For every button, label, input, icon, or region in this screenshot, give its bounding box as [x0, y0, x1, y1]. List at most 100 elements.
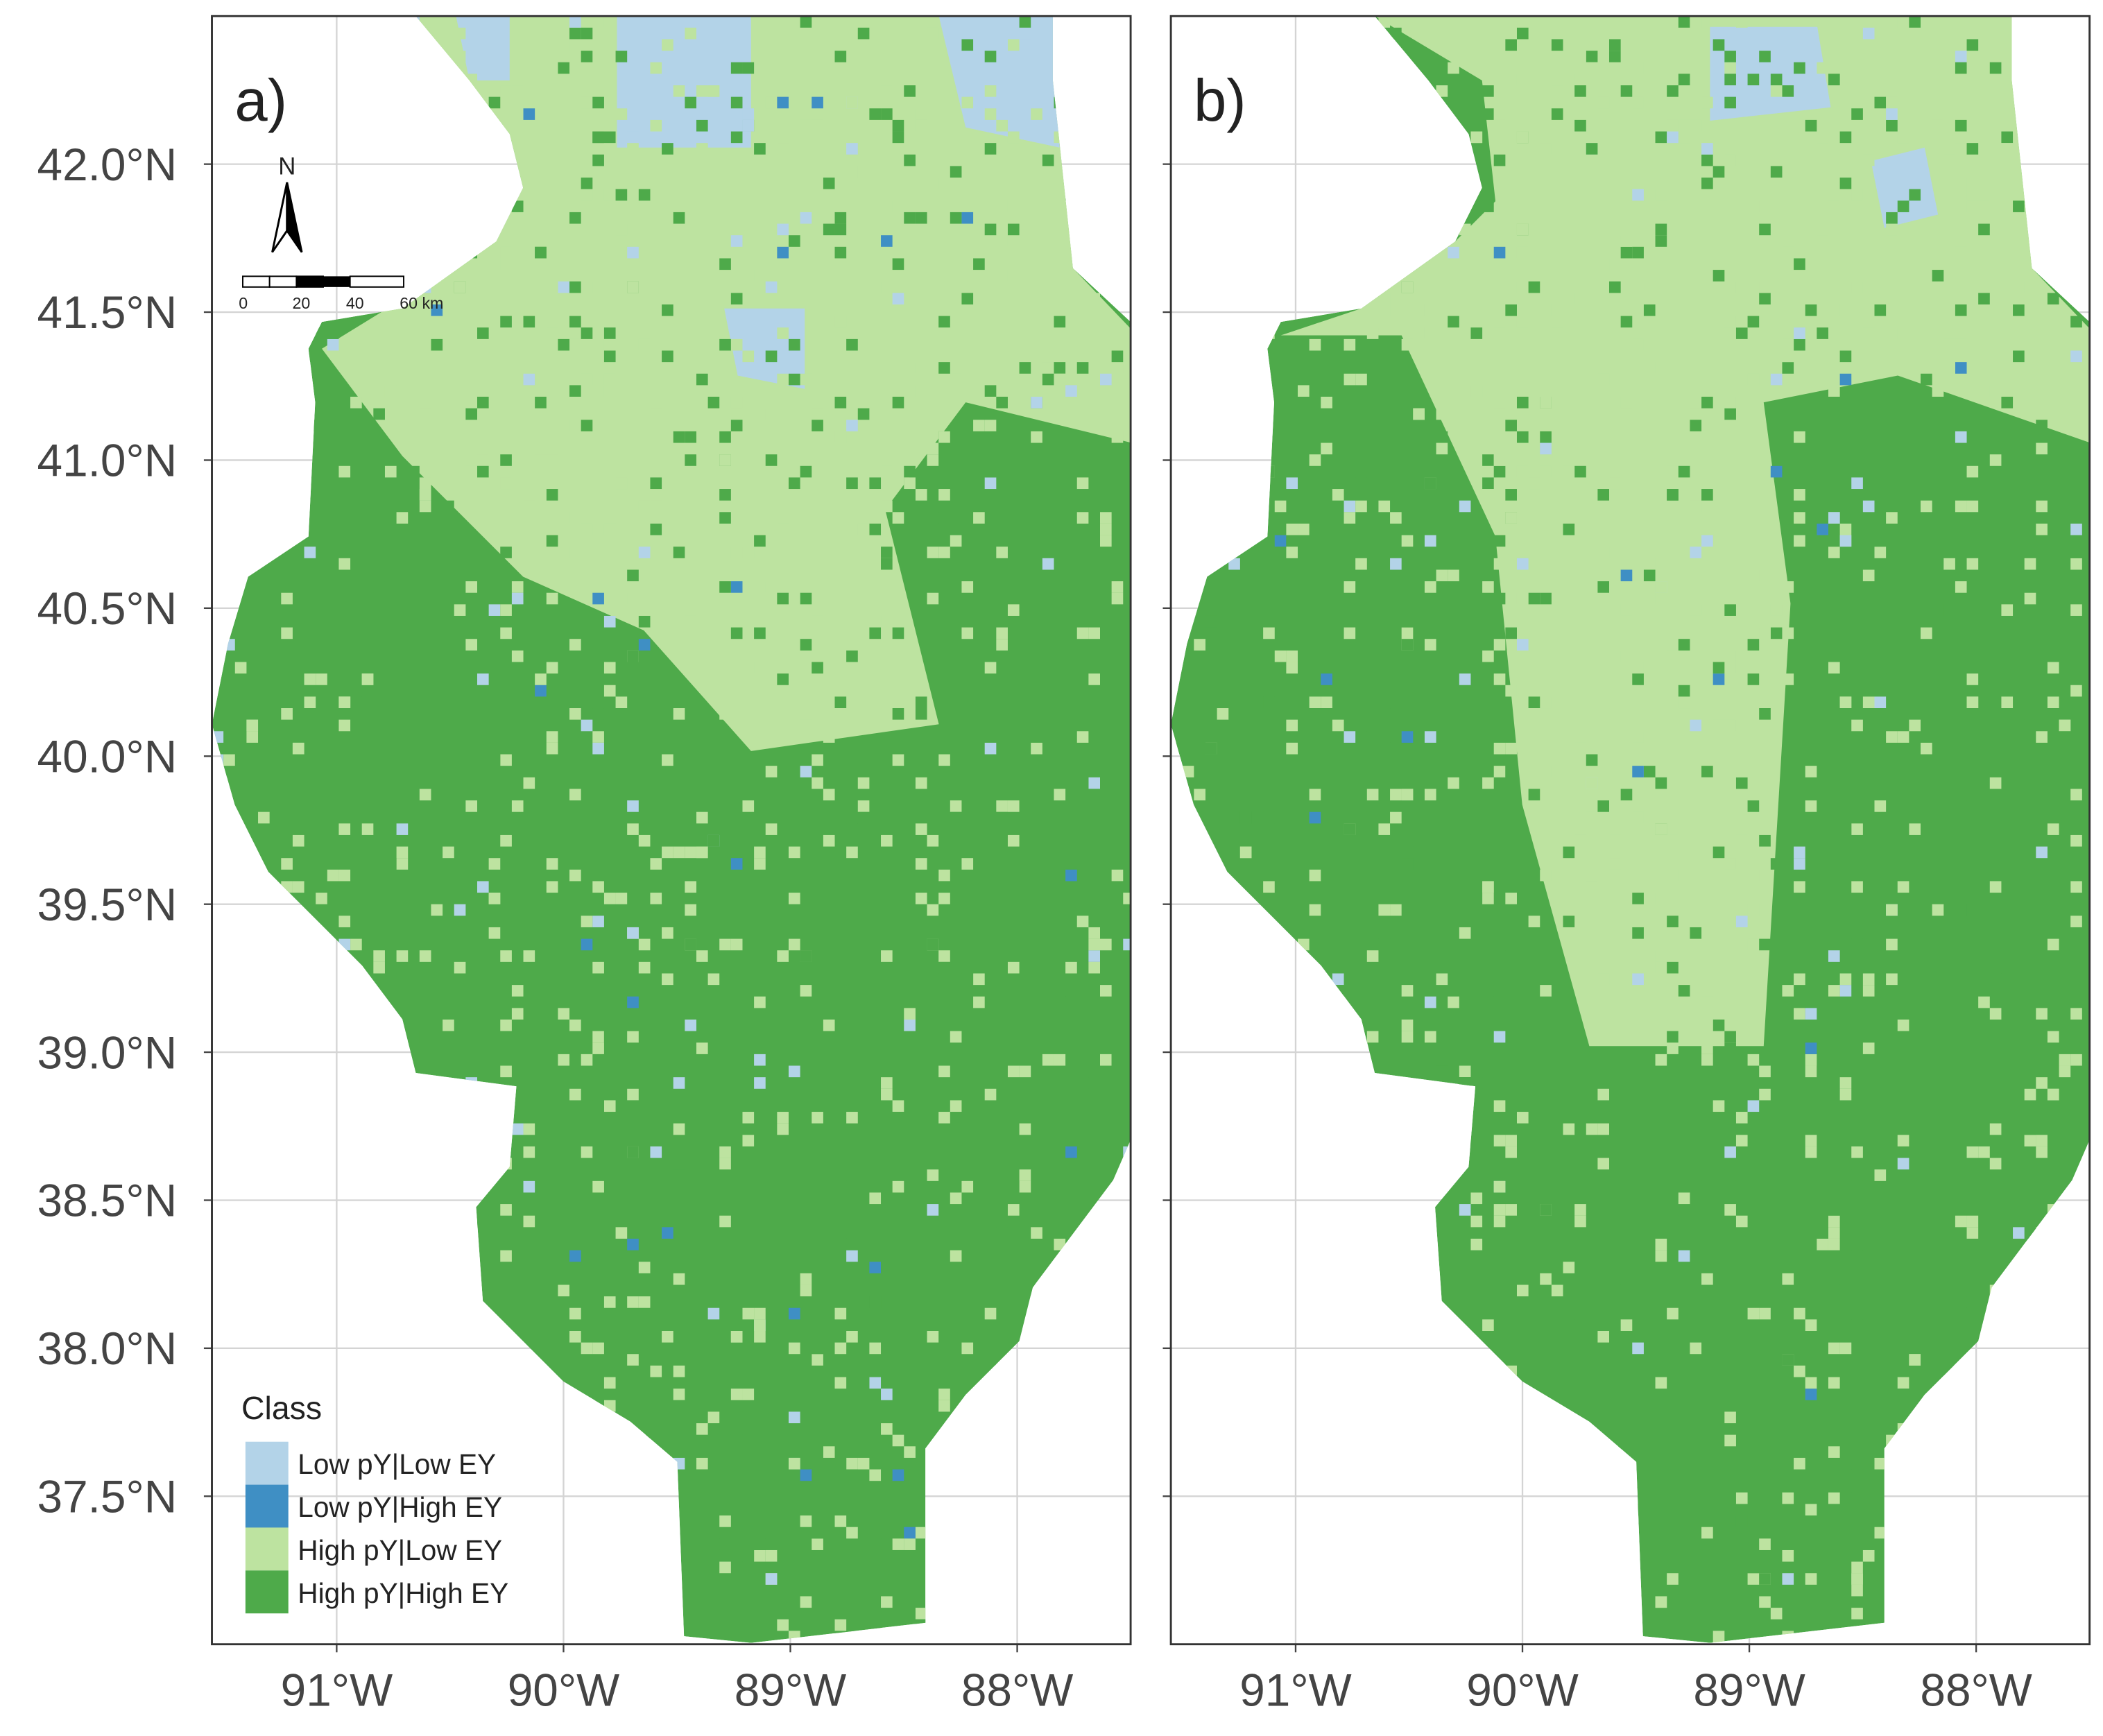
map-cell	[1713, 1307, 1725, 1320]
map-cell	[535, 673, 547, 685]
map-cell	[304, 858, 316, 870]
map-cell	[558, 338, 570, 351]
map-cell	[1516, 131, 1529, 144]
map-cell	[2047, 858, 2059, 870]
map-cell	[1794, 1608, 1805, 1619]
map-cell	[581, 281, 593, 293]
map-cell	[869, 1469, 882, 1481]
map-cell	[1274, 650, 1287, 662]
map-cell	[443, 500, 454, 513]
map-cell	[869, 627, 882, 639]
map-cell	[1286, 535, 1298, 547]
y-tick-label: 37.5°N	[37, 1471, 178, 1522]
map-cell	[1609, 178, 1621, 189]
map-cell	[511, 985, 524, 997]
map-cell	[1966, 500, 1979, 513]
map-cell	[742, 1112, 755, 1124]
map-cell	[869, 1192, 882, 1205]
legend-label: High pY|Low EY	[298, 1534, 502, 1566]
map-cell	[569, 212, 581, 224]
map-cell	[1817, 1365, 1828, 1377]
map-cell	[1332, 973, 1344, 986]
map-cell	[1655, 1377, 1667, 1389]
map-cell	[719, 1215, 731, 1228]
map-cell	[1309, 338, 1321, 351]
map-cell	[1448, 316, 1459, 328]
map-cell	[1851, 1008, 1863, 1020]
map-cell	[1586, 1342, 1598, 1355]
map-cell	[938, 973, 950, 986]
map-cell	[615, 592, 628, 605]
map-cell	[1839, 131, 1852, 144]
map-cell	[558, 766, 570, 777]
map-cell	[1448, 800, 1459, 812]
map-cell	[488, 754, 501, 766]
map-cell	[465, 800, 478, 812]
map-cell	[1274, 465, 1287, 478]
map-cell	[1099, 938, 1112, 951]
map-cell	[1828, 1215, 1840, 1228]
map-cell	[1655, 823, 1667, 835]
map-cell	[892, 1112, 904, 1124]
map-cell	[1747, 1054, 1760, 1066]
map-cell	[627, 281, 639, 293]
map-cell	[1516, 397, 1529, 409]
map-cell	[834, 1065, 847, 1078]
map-cell	[685, 846, 696, 859]
map-cell	[627, 1100, 639, 1112]
map-cell	[742, 62, 755, 74]
map-cell	[789, 74, 800, 86]
map-cell	[1897, 131, 1909, 144]
map-cell	[1966, 673, 1979, 685]
map-cell	[1632, 766, 1644, 777]
map-cell	[443, 639, 454, 651]
map-cell	[1759, 1307, 1771, 1320]
map-cell	[938, 569, 950, 582]
map-cell	[789, 592, 800, 605]
map-cell	[662, 1331, 673, 1343]
map-cell	[1759, 1584, 1771, 1597]
map-cell	[765, 96, 778, 109]
map-cell	[2024, 708, 2036, 720]
map-cell	[2013, 178, 2025, 189]
map-cell	[1228, 800, 1240, 812]
map-cell	[857, 523, 870, 535]
map-cell	[1470, 1238, 1483, 1251]
map-cell	[1966, 1307, 1979, 1320]
map-cell	[915, 893, 927, 904]
map-cell	[1839, 373, 1852, 386]
map-cell	[1528, 212, 1540, 224]
map-cell	[431, 338, 443, 351]
map-cell	[719, 258, 731, 270]
map-cell	[1667, 961, 1679, 974]
map-cell	[1031, 281, 1042, 293]
map-cell	[1493, 558, 1506, 570]
map-cell	[1551, 1065, 1563, 1078]
map-cell	[1574, 51, 1586, 62]
map-cell	[1031, 881, 1042, 893]
map-cell	[1713, 673, 1725, 685]
map-cell	[569, 385, 581, 397]
map-cell	[1366, 350, 1379, 363]
map-cell	[1042, 777, 1054, 789]
map-cell	[511, 592, 524, 605]
map-cell	[1286, 523, 1298, 535]
map-cell	[1805, 1135, 1817, 1146]
map-cell	[857, 1457, 870, 1470]
map-cell	[223, 766, 235, 777]
map-cell	[857, 1227, 870, 1239]
map-cell	[1747, 1573, 1760, 1585]
map-cell	[1007, 1065, 1020, 1078]
map-cell	[500, 454, 512, 466]
map-cell	[1955, 338, 1967, 351]
map-cell	[892, 1123, 904, 1135]
map-cell	[1735, 1457, 1748, 1470]
map-cell	[754, 1331, 766, 1343]
map-cell	[869, 1296, 882, 1308]
map-cell	[869, 742, 882, 755]
map-cell	[996, 397, 1008, 409]
map-cell	[1805, 1146, 1817, 1158]
map-cell	[1390, 731, 1402, 743]
map-cell	[869, 108, 882, 120]
map-cell	[754, 408, 766, 420]
